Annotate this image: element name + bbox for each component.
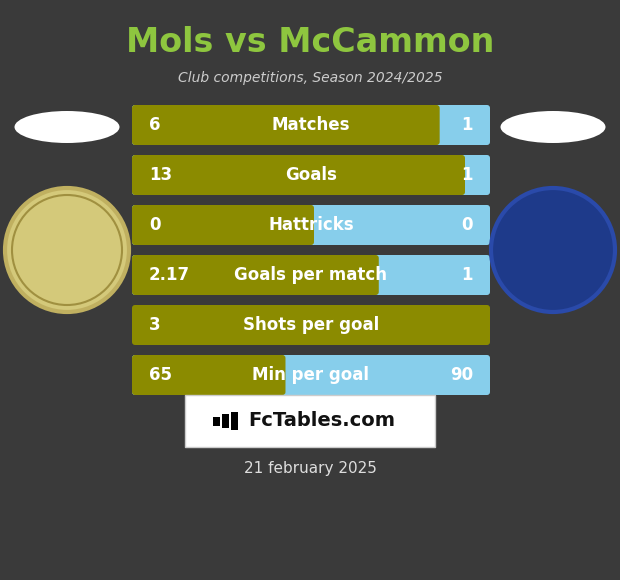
Text: FcTables.com: FcTables.com xyxy=(249,411,396,430)
FancyBboxPatch shape xyxy=(132,255,379,295)
Text: 0: 0 xyxy=(461,216,473,234)
FancyBboxPatch shape xyxy=(185,395,435,447)
Ellipse shape xyxy=(500,111,606,143)
Text: Goals per match: Goals per match xyxy=(234,266,388,284)
FancyBboxPatch shape xyxy=(132,355,285,395)
FancyBboxPatch shape xyxy=(132,155,465,195)
Text: Club competitions, Season 2024/2025: Club competitions, Season 2024/2025 xyxy=(178,71,442,85)
Text: 13: 13 xyxy=(149,166,172,184)
Bar xyxy=(231,412,238,430)
Text: 3: 3 xyxy=(149,316,161,334)
FancyBboxPatch shape xyxy=(132,105,490,145)
Text: 90: 90 xyxy=(450,366,473,384)
Text: Matches: Matches xyxy=(272,116,350,134)
Text: 0: 0 xyxy=(149,216,161,234)
Text: 6: 6 xyxy=(149,116,161,134)
Text: Shots per goal: Shots per goal xyxy=(243,316,379,334)
Circle shape xyxy=(491,188,615,312)
Text: Mols vs McCammon: Mols vs McCammon xyxy=(126,26,494,59)
Bar xyxy=(213,416,220,426)
Circle shape xyxy=(5,188,129,312)
Text: 1: 1 xyxy=(461,166,473,184)
Bar xyxy=(222,414,229,428)
FancyBboxPatch shape xyxy=(132,105,440,145)
Text: 21 february 2025: 21 february 2025 xyxy=(244,461,376,476)
Text: Min per goal: Min per goal xyxy=(252,366,370,384)
Text: 1: 1 xyxy=(461,266,473,284)
FancyBboxPatch shape xyxy=(132,205,314,245)
FancyBboxPatch shape xyxy=(132,255,490,295)
Text: 2.17: 2.17 xyxy=(149,266,190,284)
Text: 65: 65 xyxy=(149,366,172,384)
FancyBboxPatch shape xyxy=(132,155,490,195)
FancyBboxPatch shape xyxy=(132,305,490,345)
Text: Hattricks: Hattricks xyxy=(268,216,354,234)
Circle shape xyxy=(12,195,122,305)
Ellipse shape xyxy=(14,111,120,143)
FancyBboxPatch shape xyxy=(132,205,490,245)
Text: Goals: Goals xyxy=(285,166,337,184)
Text: 1: 1 xyxy=(461,116,473,134)
FancyBboxPatch shape xyxy=(132,355,490,395)
